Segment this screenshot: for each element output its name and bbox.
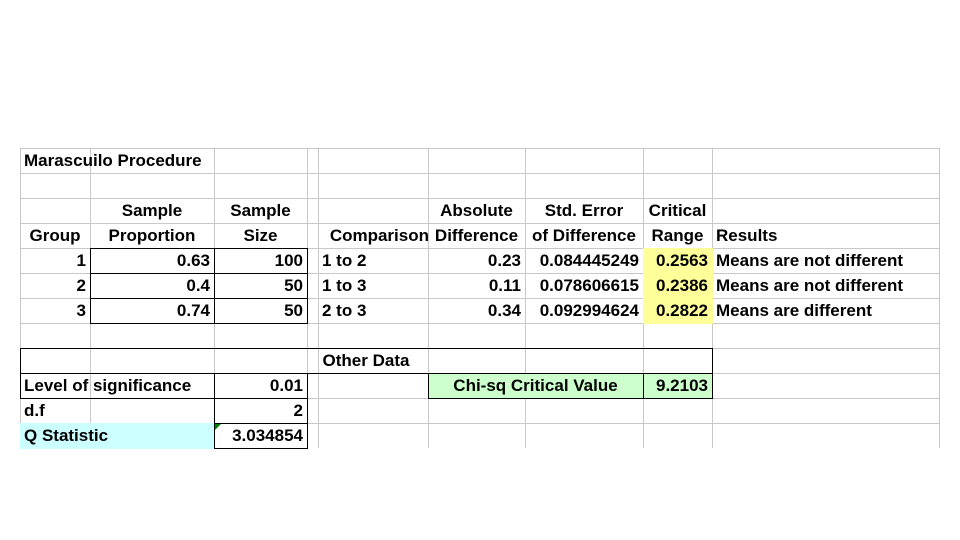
header-range: Range bbox=[651, 226, 704, 245]
std-error: 0.078606615 bbox=[539, 276, 639, 295]
chi-sq-label: Chi-sq Critical Value bbox=[453, 376, 618, 395]
header-critical-1: Critical bbox=[648, 201, 707, 220]
formula-indicator-icon bbox=[215, 424, 221, 430]
critical-range: 0.2822 bbox=[656, 301, 708, 320]
group-proportion: 0.4 bbox=[186, 276, 210, 295]
header-sample-size-1: Sample bbox=[230, 201, 291, 220]
header-sample-proportion-1: Sample bbox=[121, 201, 183, 220]
df-label: d.f bbox=[24, 401, 45, 420]
other-data-heading: Other Data bbox=[322, 351, 410, 370]
gridline bbox=[20, 248, 940, 249]
level-of-significance-label: Level of significance bbox=[24, 376, 192, 395]
chi-sq-highlight bbox=[428, 373, 713, 399]
group-number: 1 bbox=[76, 251, 86, 270]
result-text: Means are different bbox=[716, 301, 872, 320]
gridline bbox=[20, 198, 940, 199]
critical-range-highlight bbox=[643, 248, 713, 324]
header-of-difference: of Difference bbox=[532, 226, 636, 245]
comparison-pair: 2 to 3 bbox=[322, 301, 367, 320]
sheet-title: Marascuilo Procedure bbox=[24, 151, 202, 170]
absolute-difference: 0.11 bbox=[488, 276, 521, 295]
group-number: 2 bbox=[76, 276, 86, 295]
gridline bbox=[20, 173, 940, 174]
header-group: Group bbox=[29, 226, 81, 245]
chi-sq-value: 9.2103 bbox=[656, 376, 708, 395]
group-proportion: 0.74 bbox=[176, 301, 210, 320]
spreadsheet: Marascuilo Procedure Sample Sample Absol… bbox=[20, 148, 940, 449]
cell-border bbox=[214, 298, 308, 324]
group-size: 50 bbox=[284, 276, 303, 295]
result-text: Means are not different bbox=[716, 276, 904, 295]
gridline bbox=[20, 423, 940, 424]
comparison-pair: 1 to 3 bbox=[322, 276, 367, 295]
std-error: 0.084445249 bbox=[539, 251, 639, 270]
other-data-border bbox=[20, 348, 713, 374]
cell-border bbox=[643, 373, 713, 399]
header-sample-size-2: Size bbox=[243, 226, 278, 245]
group-proportion: 0.63 bbox=[176, 251, 210, 270]
header-sample-proportion-2: Proportion bbox=[108, 226, 196, 245]
q-statistic-value: 3.034854 bbox=[232, 426, 303, 445]
gridline bbox=[20, 323, 940, 324]
gridline bbox=[20, 223, 940, 224]
q-statistic-highlight bbox=[20, 423, 215, 449]
cell-border bbox=[214, 423, 308, 449]
gridline bbox=[20, 298, 940, 299]
level-of-significance-value: 0.01 bbox=[269, 376, 303, 395]
absolute-difference: 0.23 bbox=[487, 251, 521, 270]
critical-range: 0.2386 bbox=[656, 276, 708, 295]
header-comparison: Comparison bbox=[329, 226, 429, 245]
result-text: Means are not different bbox=[716, 251, 904, 270]
header-difference: Difference bbox=[434, 226, 519, 245]
group-size: 50 bbox=[284, 301, 303, 320]
header-absolute-1: Absolute bbox=[440, 201, 513, 220]
std-error: 0.092994624 bbox=[539, 301, 639, 320]
group-number: 3 bbox=[76, 301, 86, 320]
group-size: 100 bbox=[274, 251, 303, 270]
df-value: 2 bbox=[293, 401, 303, 420]
q-statistic-label: Q Statistic bbox=[24, 426, 109, 445]
header-std-error-1: Std. Error bbox=[544, 201, 624, 220]
header-results: Results bbox=[716, 226, 778, 245]
absolute-difference: 0.34 bbox=[487, 301, 521, 320]
comparison-pair: 1 to 2 bbox=[322, 251, 367, 270]
critical-range: 0.2563 bbox=[656, 251, 708, 270]
gridline bbox=[20, 273, 940, 274]
gridline bbox=[20, 148, 940, 149]
